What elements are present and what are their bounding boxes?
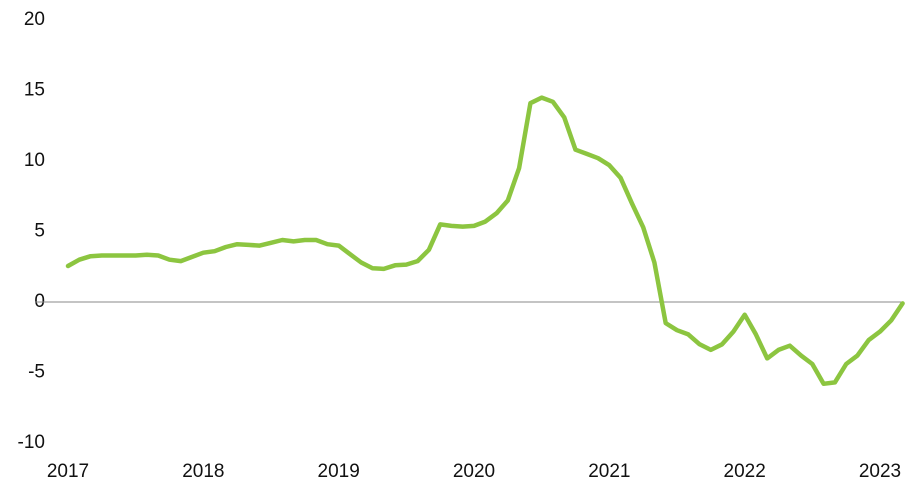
x-tick-label: 2021 (588, 461, 630, 482)
x-tick-label: 2018 (182, 461, 224, 482)
y-tick-label: 5 (34, 221, 45, 242)
x-tick-label: 2023 (859, 461, 901, 482)
x-tick-label: 2019 (318, 461, 360, 482)
y-tick-label: 15 (24, 80, 45, 101)
x-tick-label: 2020 (453, 461, 495, 482)
y-tick-label: -10 (18, 432, 45, 453)
y-tick-label: 10 (24, 150, 45, 171)
x-tick-label: 2022 (724, 461, 766, 482)
y-tick-label: -5 (28, 362, 45, 383)
y-tick-label: 20 (24, 9, 45, 30)
x-tick-label: 2017 (47, 461, 89, 482)
data-line (65, 95, 905, 387)
